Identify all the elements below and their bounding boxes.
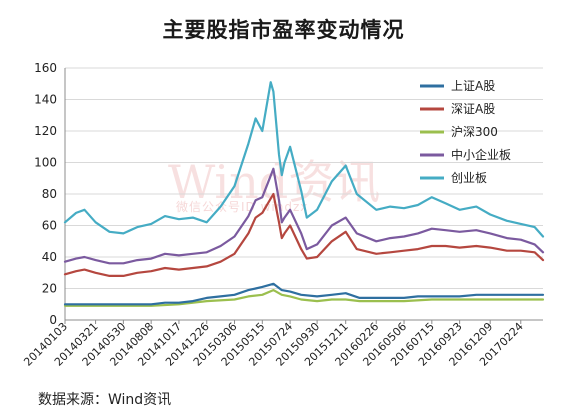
y-tick-label: 0	[49, 313, 57, 327]
y-tick-label: 100	[34, 156, 57, 170]
series-line-创业板	[63, 81, 545, 238]
series-line-上证A股	[63, 282, 545, 306]
legend-label: 深证A股	[451, 102, 495, 116]
y-tick-label: 160	[34, 61, 57, 75]
series-line-深证A股	[63, 192, 545, 277]
source-note: 数据来源：Wind资讯	[38, 392, 172, 408]
series-lines	[63, 81, 545, 307]
y-tick-label: 20	[42, 282, 57, 296]
legend-label: 创业板	[451, 171, 487, 185]
y-tick-label: 140	[34, 93, 57, 107]
series-line-中小企业板	[63, 167, 545, 265]
y-tick-label: 40	[42, 250, 57, 264]
legend-label: 中小企业板	[451, 147, 511, 162]
legend-label: 上证A股	[451, 79, 495, 93]
chart-title: 主要股指市盈率变动情况	[162, 18, 405, 42]
y-tick-label: 120	[34, 124, 57, 138]
y-tick-label: 80	[42, 187, 57, 201]
y-tick-label: 60	[42, 219, 57, 233]
series-line-沪深300	[63, 289, 545, 307]
legend-label: 沪深300	[451, 125, 498, 139]
